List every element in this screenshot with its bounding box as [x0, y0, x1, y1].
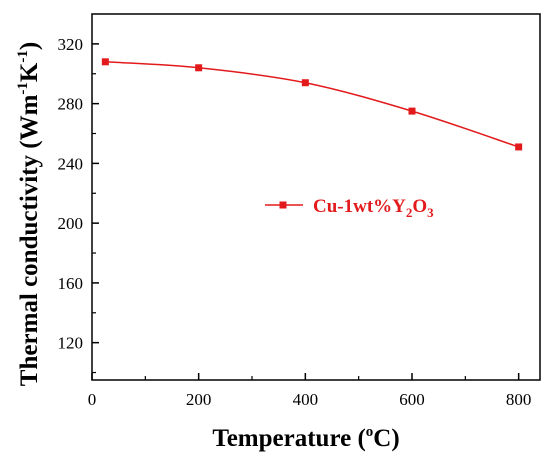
y-tick-label: 200: [58, 214, 84, 233]
legend-label-subscript-1: 2: [406, 205, 413, 220]
series-layer: [101, 58, 523, 151]
x-tick-label: 0: [88, 390, 97, 409]
y-axis-title-superscript-2: -1: [15, 50, 31, 63]
x-axis-title: Temperature (oC): [212, 424, 399, 452]
x-tick-label: 200: [186, 390, 212, 409]
legend-marker: [279, 201, 287, 209]
data-point: [101, 58, 109, 66]
y-tick-label: 240: [58, 154, 84, 173]
y-axis-title-superscript-1: -1: [15, 82, 31, 95]
y-axis-title: Thermal conductivity (Wm-1K-1): [15, 42, 43, 386]
plot-frame: [91, 13, 541, 381]
legend-label-subscript-2: 3: [427, 205, 434, 220]
x-axis-title-tail: C): [373, 425, 399, 452]
legend-label-o: O: [412, 196, 427, 217]
data-point: [301, 79, 309, 87]
x-axis-ticks: 0 200 400 600 800: [88, 373, 532, 409]
x-tick-label: 400: [293, 390, 319, 409]
y-tick-label: 160: [58, 274, 84, 293]
data-point: [515, 143, 523, 151]
series-line: [105, 61, 519, 148]
legend: Cu-1wt%Y2O3: [265, 196, 434, 220]
data-point: [195, 64, 203, 72]
y-axis-ticks: 120 160 200 240 280 320: [58, 35, 99, 374]
x-tick-label: 800: [506, 390, 532, 409]
x-tick-label: 600: [399, 390, 425, 409]
x-axis-title-superscript: o: [366, 424, 374, 440]
legend-label: Cu-1wt%Y2O3: [313, 196, 434, 220]
y-tick-label: 280: [58, 95, 84, 114]
y-tick-label: 120: [58, 334, 84, 353]
y-axis-title-k: K: [16, 62, 43, 82]
y-axis-title-tail: ): [16, 42, 43, 50]
y-tick-label: 320: [58, 35, 84, 54]
data-point: [408, 107, 416, 115]
